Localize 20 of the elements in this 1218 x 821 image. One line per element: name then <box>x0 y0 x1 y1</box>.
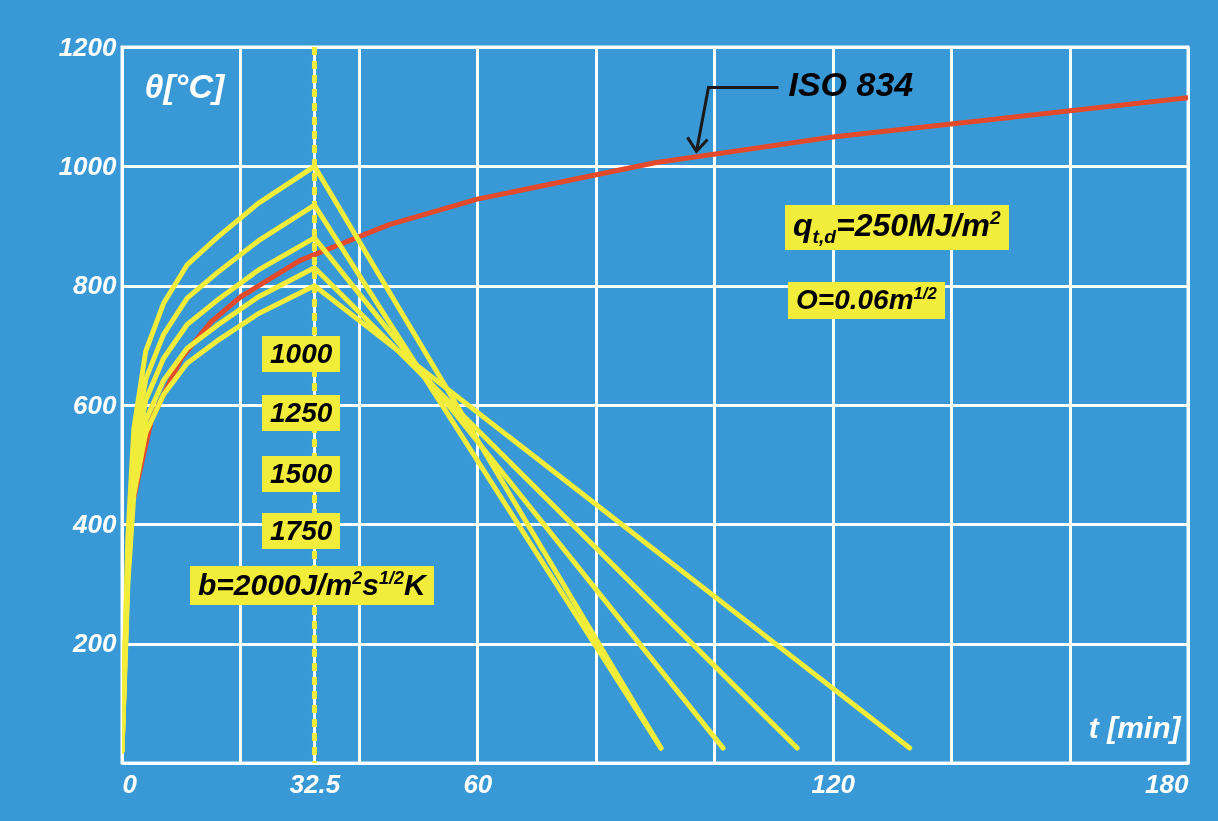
annotation: O=0.06m$^{1/2}$ <box>788 282 945 319</box>
annotation: 1000 <box>262 336 341 373</box>
y-tick-label: 600 <box>73 389 118 420</box>
x-tick-label: 60 <box>463 768 493 799</box>
x-tick-label: 0 <box>122 768 138 799</box>
y-tick-label: 800 <box>73 270 118 301</box>
y-tick-label: 400 <box>72 508 118 539</box>
y-axis-title: θ[°C] <box>144 66 226 105</box>
y-tick-label: 200 <box>72 628 118 659</box>
annotation: 1500 <box>262 456 341 493</box>
x-tick-label: 120 <box>811 768 856 799</box>
annotation: b=2000J/m$^{2}$s$^{1/2}$K <box>190 566 434 605</box>
annotation: 1750 <box>262 513 341 550</box>
x-tick-label: 180 <box>1145 768 1190 799</box>
x-tick-label: 32.5 <box>289 768 341 799</box>
annotation: q$_{t,d}$=250MJ/m$^{2}$ <box>785 205 1009 251</box>
y-tick-label: 1000 <box>58 150 118 181</box>
x-axis-title: t [min] <box>1088 710 1182 744</box>
y-tick-label: 1200 <box>58 31 118 62</box>
annotation: 1250 <box>262 395 341 432</box>
